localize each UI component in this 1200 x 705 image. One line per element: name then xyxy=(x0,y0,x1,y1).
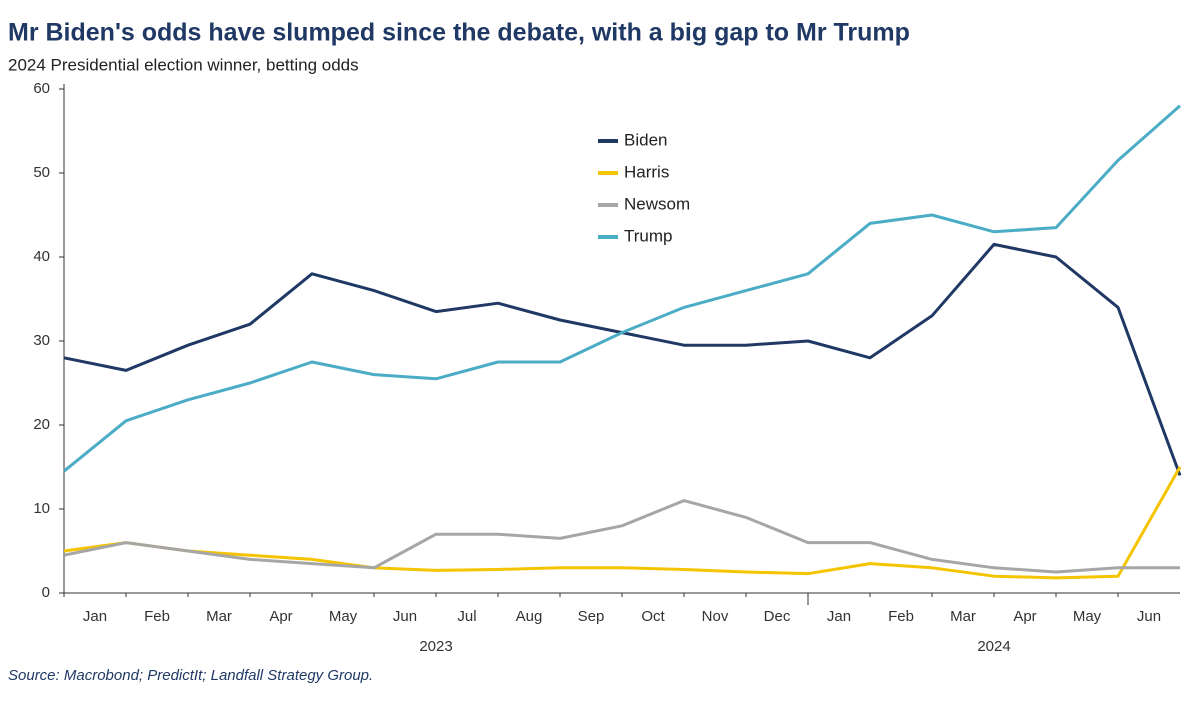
x-tick-label: Mar xyxy=(206,608,232,625)
y-tick-label: 0 xyxy=(42,584,50,601)
x-tick-label: May xyxy=(1073,608,1102,625)
series-line xyxy=(63,104,1181,473)
x-tick-label: Nov xyxy=(702,608,729,625)
series-line xyxy=(63,242,1182,476)
x-tick-label: Apr xyxy=(269,608,292,625)
year-label: 2023 xyxy=(419,638,452,655)
x-tick-label: Oct xyxy=(641,608,665,625)
legend-label: Newsom xyxy=(624,194,690,213)
legend-label: Harris xyxy=(624,162,669,181)
x-tick-label: Aug xyxy=(516,608,543,625)
chart-title: Mr Biden's odds have slumped since the d… xyxy=(8,19,910,47)
y-tick-label: 20 xyxy=(33,416,50,433)
x-tick-label: Jun xyxy=(393,608,417,625)
x-tick-label: Mar xyxy=(950,608,976,625)
series-line xyxy=(63,499,1180,574)
source: Source: Macrobond; PredictIt; Landfall S… xyxy=(8,667,373,684)
y-tick-label: 40 xyxy=(33,248,50,265)
x-tick-label: Jun xyxy=(1137,608,1161,625)
legend-label: Biden xyxy=(624,130,667,149)
x-tick-label: May xyxy=(329,608,358,625)
y-tick-label: 50 xyxy=(33,164,50,181)
legend-label: Trump xyxy=(624,226,673,245)
y-tick-label: 30 xyxy=(33,332,50,349)
x-tick-label: Feb xyxy=(144,608,170,625)
x-tick-label: Jul xyxy=(457,608,476,625)
y-tick-label: 60 xyxy=(33,80,50,97)
x-tick-label: Dec xyxy=(764,608,791,625)
y-tick-label: 10 xyxy=(33,500,50,517)
x-tick-label: Apr xyxy=(1013,608,1036,625)
series-line xyxy=(63,466,1182,580)
x-tick-label: Jan xyxy=(827,608,851,625)
chart-subtitle: 2024 Presidential election winner, betti… xyxy=(8,55,359,74)
x-tick-label: Feb xyxy=(888,608,914,625)
x-tick-label: Jan xyxy=(83,608,107,625)
year-label: 2024 xyxy=(977,638,1010,655)
x-tick-label: Sep xyxy=(578,608,605,625)
